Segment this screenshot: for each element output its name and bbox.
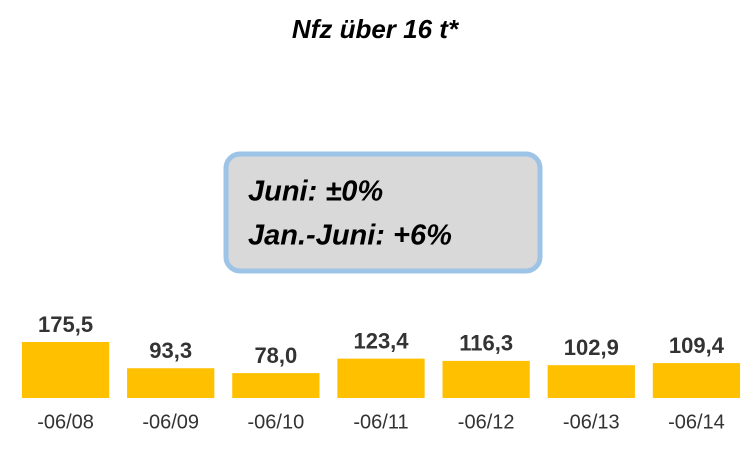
- x-tick-label: -06/13: [563, 411, 620, 433]
- bar: [442, 360, 530, 398]
- annotation: Juni: ±0%: [248, 176, 383, 208]
- value-label: 102,9: [564, 335, 619, 360]
- bar: [21, 342, 110, 398]
- x-tick-label: -06/10: [247, 411, 304, 433]
- value-label: 123,4: [353, 328, 409, 353]
- value-label: 78,0: [254, 343, 297, 368]
- annotation: Jan.-Juni: +6%: [248, 220, 452, 252]
- value-label: 93,3: [149, 338, 192, 363]
- annotation-box: [223, 151, 543, 274]
- value-label: 116,3: [459, 331, 513, 356]
- x-tick-label: -06/14: [668, 411, 725, 433]
- bar: [547, 365, 635, 398]
- x-tick-label: -06/09: [142, 411, 199, 433]
- x-tick-label: -06/08: [37, 411, 94, 433]
- chart-title: Nfz über 16 t*: [292, 14, 460, 44]
- value-label: 109,4: [669, 333, 725, 358]
- bar: [127, 368, 215, 398]
- x-tick-label: -06/11: [353, 411, 408, 433]
- bar: [652, 363, 741, 398]
- bar: [337, 358, 425, 398]
- value-label: 175,5: [38, 312, 93, 337]
- bar: [232, 373, 320, 398]
- x-tick-label: -06/12: [458, 411, 515, 433]
